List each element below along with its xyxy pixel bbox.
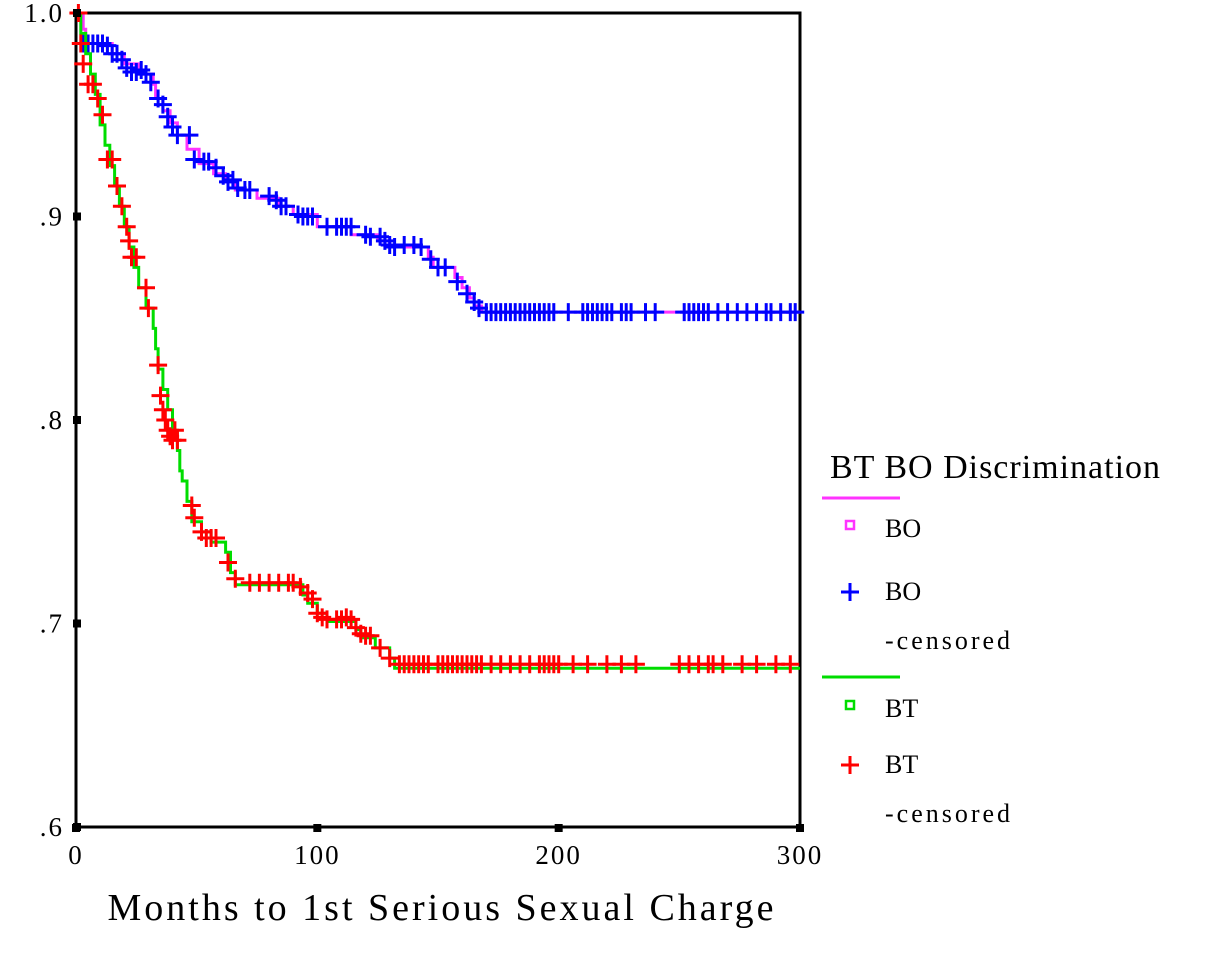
censor-mark-bt [151, 386, 170, 405]
censor-mark-bt [303, 590, 322, 609]
censor-mark-bt [380, 649, 399, 668]
axis-layer: 1.0 .9 .8 .7 .60 100 200 300 [24, 0, 824, 870]
censor-mark-bo [436, 258, 455, 277]
censor-mark-bt [120, 231, 139, 250]
censor-mark-bt [713, 655, 732, 674]
series-layer [69, 4, 805, 674]
legend-square-marker [844, 699, 856, 711]
censor-mark-bt [185, 508, 204, 527]
y-tick [73, 416, 81, 424]
censor-mark-bt [578, 655, 597, 674]
legend-entry-5: BT -censored [841, 750, 1013, 828]
legend-title: BT BO Discrimination [830, 449, 1161, 486]
censor-mark-bt [139, 299, 158, 318]
censor-mark-bt [207, 529, 225, 547]
y-tick-label: .6 [40, 812, 64, 842]
censor-mark-bt [747, 655, 766, 674]
legend-plus-marker [841, 756, 859, 774]
legend-label: BO [885, 577, 921, 606]
y-tick-label: .9 [40, 202, 64, 232]
censor-mark-bt [168, 431, 187, 450]
legend-entry-1: BO [844, 514, 921, 543]
censor-mark-bo [385, 238, 404, 256]
censor-mark-bt [88, 89, 107, 108]
legend-label: BT [885, 694, 918, 723]
x-tick-label: 0 [68, 840, 84, 870]
x-tick [796, 824, 804, 832]
x-tick [313, 824, 322, 832]
censor-mark-bt [165, 421, 184, 440]
censor-mark-bt [127, 248, 146, 267]
censor-mark-bt [83, 75, 102, 94]
y-tick [73, 619, 81, 628]
censor-mark-bt [108, 177, 126, 195]
censor-mark-bt [74, 54, 93, 73]
legend-entry-2: BO -censored [841, 577, 1013, 655]
legend-label: BO [885, 514, 921, 543]
censor-mark-bt [182, 496, 201, 515]
legend-label: BT [885, 750, 918, 779]
survival-line-bt [76, 11, 800, 670]
y-tick [73, 9, 81, 17]
censor-mark-bo [141, 73, 160, 92]
censor-mark-bt [117, 217, 136, 236]
x-tick [72, 824, 80, 832]
censor-mark-bt [626, 655, 645, 674]
censor-mark-bo [646, 303, 665, 322]
series-bo [74, 11, 805, 322]
censor-mark-bt [71, 34, 90, 53]
x-axis-title: Months to 1st Serious Sexual Charge [107, 887, 776, 929]
y-tick-label: 1.0 [24, 0, 64, 28]
legend-plus-marker [841, 583, 859, 601]
legend-sublabel: -censored [885, 799, 1013, 828]
censor-mark-bt [112, 197, 131, 216]
y-tick [73, 212, 81, 221]
censor-mark-bo [412, 238, 431, 256]
censor-mark-bo [786, 303, 805, 322]
legend-square-marker [844, 519, 856, 531]
censor-mark-bt [361, 626, 380, 645]
censor-mark-bo [448, 272, 467, 291]
censor-mark-bo [153, 95, 172, 114]
censor-mark-bo [185, 150, 204, 169]
censor-mark-bo [158, 107, 177, 126]
y-tick-label: .7 [40, 609, 64, 639]
censor-mark-bo [277, 197, 295, 216]
y-tick-label: .8 [40, 405, 64, 435]
legend: BT BO Discrimination BO BO -censored BT BT -c… [822, 449, 1161, 828]
x-tick [554, 824, 563, 832]
censor-mark-bt [149, 356, 168, 375]
censor-mark-bt [103, 150, 122, 169]
censor-mark-bt [93, 105, 112, 124]
censor-mark-bt [156, 411, 175, 429]
censor-mark-bo [342, 217, 361, 236]
censor-mark-bt [371, 638, 390, 657]
legend-entries: BO BO -censored BT BT -censored [822, 496, 1013, 828]
legend-entry-4: BT [844, 694, 918, 723]
censor-mark-bo [180, 126, 199, 145]
censor-mark-bt [781, 655, 800, 674]
censor-mark-bo [240, 181, 259, 199]
censor-mark-bt [153, 400, 172, 419]
censor-mark-bt [137, 278, 155, 297]
censor-mark-bt [219, 553, 237, 572]
x-tick-label: 100 [294, 840, 341, 870]
censor-mark-bo [303, 207, 322, 226]
x-tick-label: 300 [777, 840, 824, 870]
censor-mark-bt [226, 569, 245, 588]
x-tick-label: 200 [535, 840, 582, 870]
legend-sublabel: -censored [885, 626, 1013, 655]
series-bt [69, 4, 800, 674]
